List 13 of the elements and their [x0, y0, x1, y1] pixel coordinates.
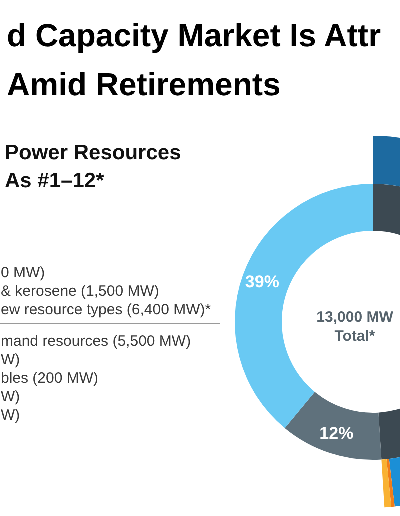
text: W): [1, 407, 20, 424]
text: & kerosene (1,500 MW): [1, 283, 160, 300]
text: W): [1, 352, 20, 368]
data-label: 12%: [320, 424, 354, 444]
text: bles (200 MW): [1, 370, 99, 387]
chart-title: d Capacity Market Is Attr Amid Retirements: [7, 18, 382, 102]
text: Power Resources As #1–12*: [5, 142, 182, 192]
text: mand resources (5,500 MW): [1, 333, 192, 350]
text: W): [1, 388, 20, 406]
text: 0 MW): [1, 264, 46, 282]
text: ew resource types (6,400 MW)*: [1, 302, 212, 318]
data-label: 39%: [245, 272, 280, 292]
text: 13,000 MW Total*: [316, 309, 394, 345]
